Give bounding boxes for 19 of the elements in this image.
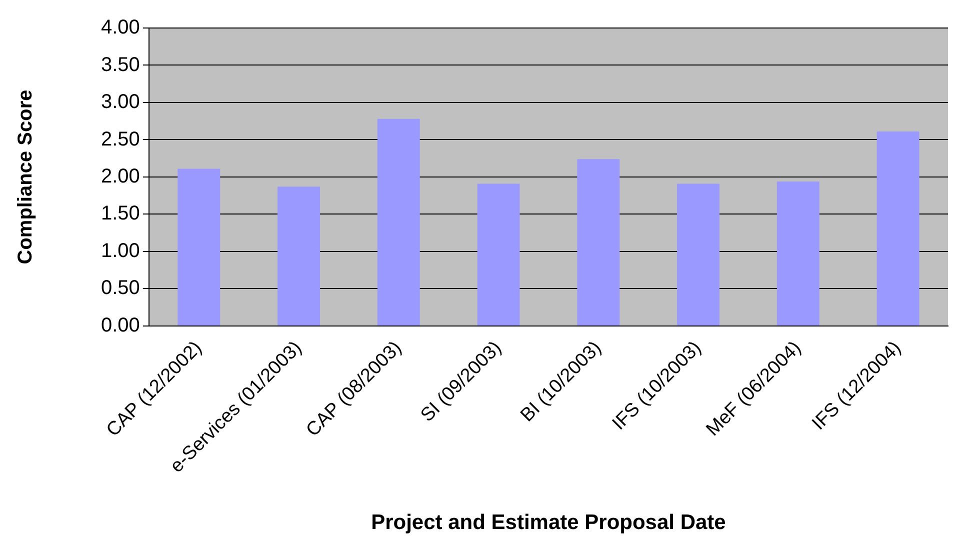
y-tick-label: 1.00 bbox=[100, 240, 140, 262]
bar bbox=[477, 184, 520, 326]
y-tick-label: 0.50 bbox=[100, 277, 140, 300]
y-axis-title: Compliance Score bbox=[14, 90, 37, 264]
x-axis-title: Project and Estimate Proposal Date bbox=[371, 511, 726, 534]
bar bbox=[876, 132, 920, 326]
y-tick-label: 2.50 bbox=[100, 128, 140, 150]
bar bbox=[577, 159, 620, 326]
y-tick-label: 1.50 bbox=[100, 202, 140, 225]
y-tick-label: 3.00 bbox=[100, 91, 140, 114]
y-tick-label: 0.00 bbox=[100, 314, 140, 336]
bar bbox=[377, 118, 420, 326]
y-tick-label: 4.00 bbox=[100, 16, 140, 39]
bar bbox=[776, 181, 820, 326]
bar bbox=[178, 168, 220, 326]
y-tick-label: 2.00 bbox=[100, 166, 140, 188]
y-tick-label: 3.50 bbox=[100, 54, 140, 76]
bar bbox=[677, 184, 720, 326]
bar bbox=[278, 186, 320, 326]
